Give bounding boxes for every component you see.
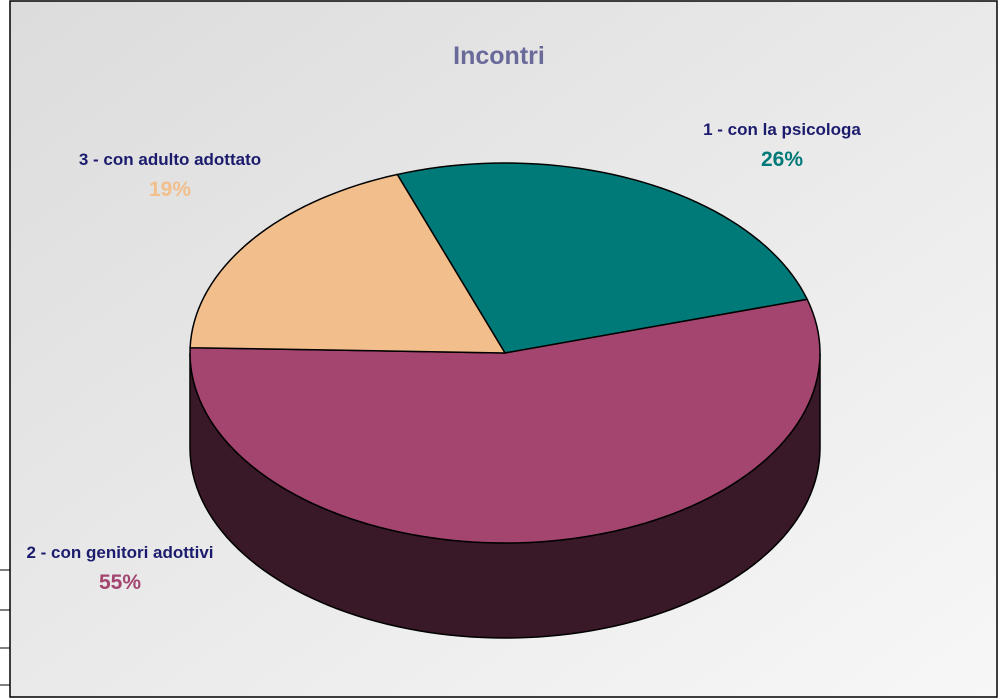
data-label: 2 - con genitori adottivi 55% <box>20 538 220 598</box>
category-label: 2 - con genitori adottivi <box>26 543 214 562</box>
chart-title: Incontri <box>453 42 545 70</box>
value-label: 26% <box>760 148 804 171</box>
pie-slice <box>189 298 821 544</box>
data-label: 1 - con la psicologa 26% <box>697 115 867 175</box>
value-label: 19% <box>148 178 192 201</box>
value-label: 55% <box>98 571 142 594</box>
pie-slice <box>396 162 809 354</box>
pie <box>189 162 821 639</box>
category-label: 1 - con la psicologa <box>703 120 861 139</box>
pie-slice <box>189 173 507 354</box>
data-label: 3 - con adulto adottato 19% <box>75 145 265 205</box>
category-label: 3 - con adulto adottato <box>78 150 262 169</box>
